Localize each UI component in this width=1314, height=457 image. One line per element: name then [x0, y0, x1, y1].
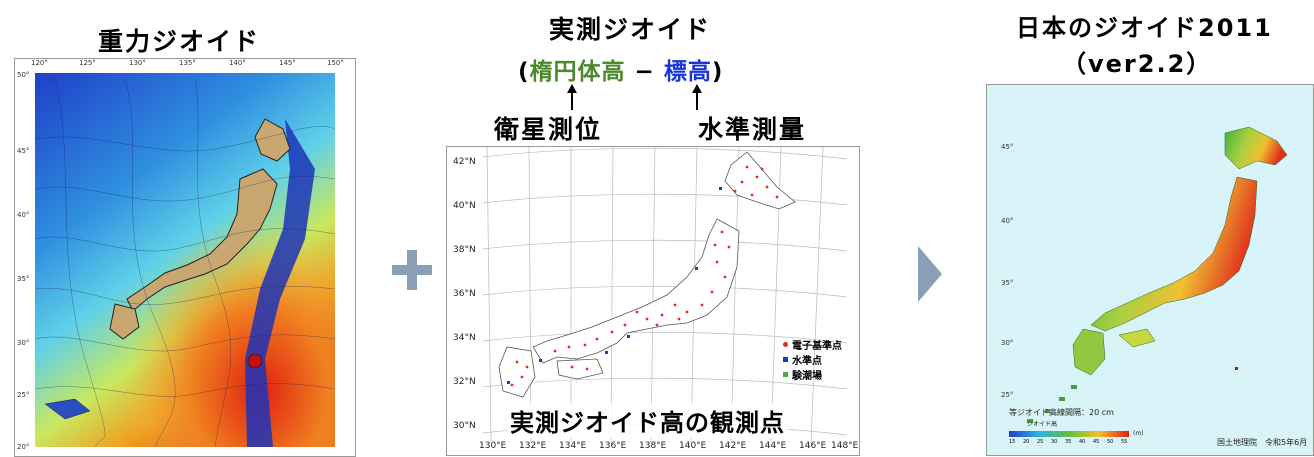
japan-geoid-version: （ver2.2）: [1062, 50, 1213, 78]
measured-geoid-title: 実測ジオイド: [549, 15, 712, 44]
japan-geoid-title: 日本のジオイド2011: [1016, 14, 1273, 42]
lon-label: 130°E: [479, 441, 507, 451]
legend-item: 電子基準点: [783, 337, 842, 352]
observation-points-map: 42°N 40°N 38°N 36°N 34°N 32°N 30°N 130°E…: [446, 146, 860, 456]
legend-label: 験潮場: [792, 371, 822, 382]
contour-interval-note: 等ジオイド高線間隔：20 cm: [1009, 408, 1114, 417]
scale-tick: 30: [1051, 439, 1058, 445]
legend-label: 電子基準点: [792, 341, 842, 352]
lon-label: 145°: [279, 59, 296, 67]
scale-tick: 25: [1037, 439, 1044, 445]
lon-label: 135°: [179, 59, 196, 67]
lat-label: 36°N: [453, 289, 476, 299]
japan-geoid-map: 45° 40° 35° 30° 25° 等ジオイド高線間隔：20 cm ジオイド…: [986, 84, 1314, 456]
satellite-positioning-label: 衛星測位: [494, 115, 603, 144]
gravity-geoid-map-graphic: [34, 73, 336, 448]
lon-label: 140°: [229, 59, 246, 67]
minus-sign: −: [625, 59, 664, 85]
formula-close-paren: ): [711, 59, 724, 85]
observation-points-caption: 実測ジオイド高の観測点: [507, 403, 788, 438]
lat-label: 30°: [17, 339, 30, 347]
lon-label: 138°E: [639, 441, 667, 451]
scale-tick: 55: [1121, 439, 1128, 445]
lon-label: 146°E: [799, 441, 827, 451]
lat-label: 25°: [17, 391, 30, 399]
formula: (楕円体高 − 標高): [518, 52, 723, 86]
legend-item: 水準点: [783, 352, 842, 367]
legend-item: 験潮場: [783, 367, 842, 382]
arrow-up-icon: [692, 84, 702, 110]
lat-label: 34°N: [453, 333, 476, 343]
scale-tick: 15: [1009, 439, 1016, 445]
lat-label: 45°: [1001, 143, 1014, 151]
gravity-geoid-map: 120° 125° 130° 135° 140° 145° 150° 50° 4…: [14, 58, 356, 457]
lon-label: 142°E: [719, 441, 747, 451]
orthometric-height-term: 標高: [663, 59, 712, 85]
legend-swatch: [783, 372, 788, 377]
scale-tick: 20: [1023, 439, 1030, 445]
lon-label: 144°E: [759, 441, 787, 451]
lon-label: 132°E: [519, 441, 547, 451]
lat-label: 35°: [1001, 279, 1014, 287]
legend-label: 水準点: [792, 356, 822, 367]
lat-label: 32°N: [453, 377, 476, 387]
lon-label: 120°: [31, 59, 48, 67]
lat-label: 42°N: [453, 157, 476, 167]
lat-label: 30°: [1001, 339, 1014, 347]
lon-label: 150°: [327, 59, 344, 67]
lat-label: 40°: [1001, 217, 1014, 225]
lat-label: 40°: [17, 211, 30, 219]
lat-label: 38°N: [453, 245, 476, 255]
lon-label: 130°: [129, 59, 146, 67]
plus-icon: [392, 250, 432, 290]
scale-title: ジオイド高: [1027, 421, 1058, 428]
lat-label: 20°: [17, 443, 30, 451]
scale-tick: 40: [1079, 439, 1086, 445]
scale-unit: (m): [1133, 430, 1144, 437]
lat-label: 25°: [1001, 391, 1014, 399]
japan-geoid-graphic: [1001, 89, 1311, 451]
map-legend: 電子基準点 水準点 験潮場: [783, 337, 842, 382]
lat-label: 40°N: [453, 201, 476, 211]
legend-swatch: [783, 342, 788, 347]
lat-label: 45°: [17, 147, 30, 155]
formula-open-paren: (: [518, 59, 530, 85]
lat-label: 50°: [17, 71, 30, 79]
scale-tick: 50: [1107, 439, 1114, 445]
leveling-survey-label: 水準測量: [698, 115, 807, 144]
ellipsoid-height-term: 楕円体高: [529, 59, 626, 85]
lat-label: 30°N: [453, 421, 476, 431]
scale-tick: 35: [1065, 439, 1072, 445]
credit-label: 国土地理院 令和5年6月: [1217, 438, 1308, 447]
lon-label: 134°E: [559, 441, 587, 451]
legend-swatch: [783, 357, 788, 362]
lon-label: 136°E: [599, 441, 627, 451]
gravity-geoid-title: 重力ジオイド: [98, 27, 261, 56]
scale-tick: 45: [1093, 439, 1100, 445]
lat-label: 35°: [17, 275, 30, 283]
arrow-right-icon: [918, 246, 942, 302]
lon-label: 140°E: [679, 441, 707, 451]
lon-label: 148°E: [831, 441, 859, 451]
lon-label: 125°: [79, 59, 96, 67]
arrow-up-icon: [567, 84, 577, 110]
scale-ticks: 15 20 25 30 35 40 45 50 55: [1009, 439, 1139, 447]
